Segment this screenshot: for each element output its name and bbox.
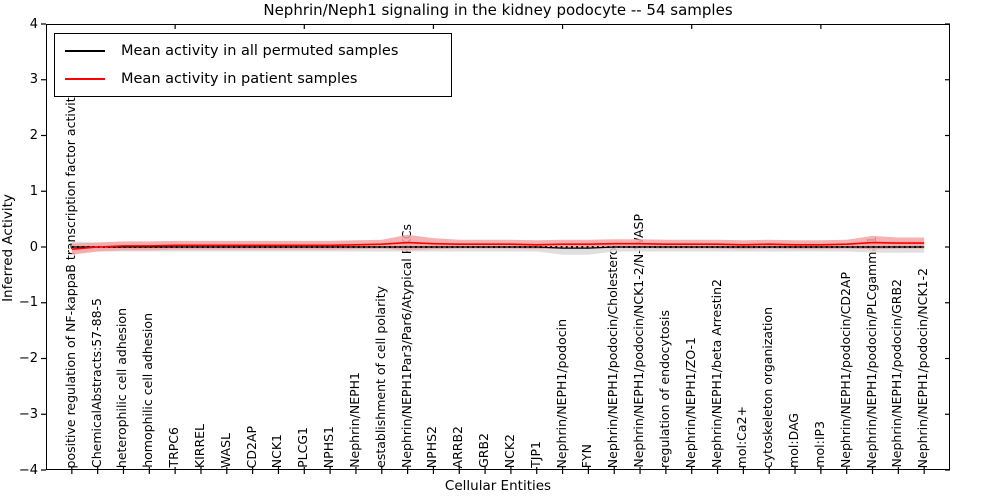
y-tick-label: 4 (29, 16, 38, 32)
y-tick-label: −3 (18, 406, 38, 422)
legend: Mean activity in all permuted samples Me… (54, 33, 452, 97)
y-tick-label: −2 (18, 351, 38, 366)
y-tick-label: 3 (29, 72, 38, 88)
y-tick-label: −1 (18, 295, 38, 311)
x-axis-label: Cellular Entities (444, 478, 552, 494)
legend-item-patient: Mean activity in patient samples (55, 66, 451, 92)
y-tick-label: 2 (29, 128, 38, 143)
red-line-swatch (65, 78, 105, 80)
legend-label: Mean activity in patient samples (121, 71, 358, 87)
black-line-swatch (65, 50, 105, 52)
y-tick-label: 1 (29, 183, 38, 199)
y-tick-label: 0 (29, 239, 38, 255)
legend-label: Mean activity in all permuted samples (121, 43, 399, 59)
chart-title: Nephrin/Neph1 signaling in the kidney po… (263, 1, 733, 19)
y-tick-label: −4 (18, 462, 38, 478)
legend-item-permuted: Mean activity in all permuted samples (55, 38, 451, 64)
